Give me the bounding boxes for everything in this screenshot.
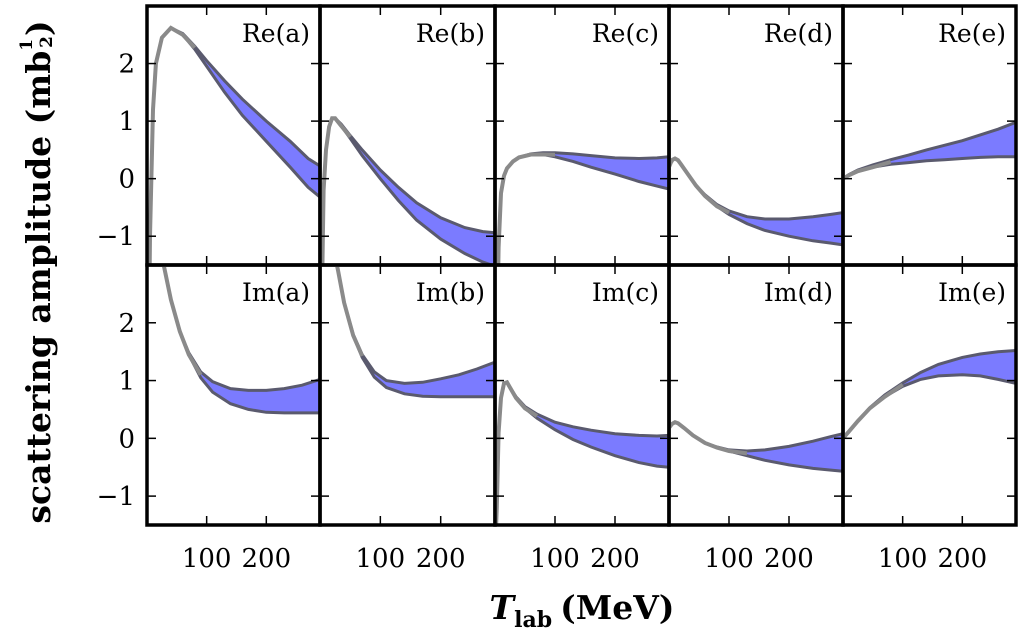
band-imb xyxy=(336,265,495,397)
ytick-label-row0-3: 2 xyxy=(118,50,135,80)
panel-reb: Re(b) xyxy=(318,4,497,267)
band-ime xyxy=(843,350,1016,439)
xtick-label-imb-200: 200 xyxy=(416,544,466,574)
panel-imb: Im(b) xyxy=(318,263,497,527)
xtick-label-ime-100: 100 xyxy=(878,544,928,574)
panel-label-reb: Re(b) xyxy=(416,19,485,48)
y-axis-title-main: scattering amplitude (mb xyxy=(19,51,58,524)
panel-label-ima: Im(a) xyxy=(242,278,310,307)
panel-ima: Im(a) xyxy=(145,263,322,527)
x-axis-title-unit: (MeV) xyxy=(560,588,674,627)
upper-bound-rec xyxy=(496,151,669,265)
svg-text:scattering amplitude (mb12): scattering amplitude (mb12) xyxy=(17,20,58,523)
band-red xyxy=(669,158,843,245)
central-curve-ima xyxy=(161,265,203,376)
x-axis-title: Tlab (MeV) xyxy=(490,588,675,631)
central-curve-ree xyxy=(843,160,892,181)
lower-bound-rec xyxy=(496,153,669,265)
panel-label-rea: Re(a) xyxy=(242,19,310,48)
upper-bound-imc xyxy=(495,380,669,525)
y-axis-title-exp-num: 1 xyxy=(17,39,37,51)
y-axis-title: scattering amplitude (mb12) xyxy=(17,20,58,523)
panel-label-ree: Re(e) xyxy=(938,19,1006,48)
central-curve-imd xyxy=(669,420,748,456)
panel-imd: Im(d) xyxy=(667,263,845,527)
central-curve-imc xyxy=(495,379,539,525)
band-ima xyxy=(163,265,320,413)
central-curve-ime xyxy=(843,382,904,440)
ytick-label-row1-2: 1 xyxy=(118,367,135,397)
central-curve-rea xyxy=(147,25,197,265)
y-tick-labels: −1 0 1 2 −1 0 1 2 xyxy=(97,50,135,513)
lower-bound-ima xyxy=(162,265,320,415)
central-curve-red xyxy=(669,156,730,215)
panel-label-ime: Im(e) xyxy=(938,278,1006,307)
xtick-label-ima-100: 100 xyxy=(182,544,232,574)
panel-label-imd: Im(d) xyxy=(764,278,833,307)
x-axis-title-sub: lab xyxy=(514,607,552,631)
central-curve-rec xyxy=(496,152,556,265)
panel-label-rec: Re(c) xyxy=(592,19,659,48)
ytick-label-row1-1: 0 xyxy=(118,424,135,454)
lower-bound-rea xyxy=(148,25,320,265)
panel-label-imc: Im(c) xyxy=(592,278,659,307)
xtick-label-imd-100: 100 xyxy=(704,544,754,574)
y-axis-title-close: ) xyxy=(19,20,58,36)
ytick-label-row0-0: −1 xyxy=(97,222,135,252)
upper-bound-red xyxy=(669,156,843,221)
band-imd xyxy=(669,422,843,472)
band-rec xyxy=(498,152,669,265)
lower-bound-imc xyxy=(495,380,669,525)
x-tick-labels: 100 200 100 200 100 200 100 200 100 200 xyxy=(182,544,987,574)
ytick-label-row0-1: 0 xyxy=(118,165,135,195)
upper-bound-imb xyxy=(335,265,495,385)
panel-label-red: Re(d) xyxy=(764,19,833,48)
frame-ime xyxy=(841,263,1018,527)
xtick-label-ime-200: 200 xyxy=(937,544,987,574)
band-imc xyxy=(496,382,669,525)
central-curve-imb xyxy=(334,265,365,357)
panel-grid: Re(a) Re(b) Re(c) Re(d) Re(e) Im(a) Im(b) Im(c)… xyxy=(145,4,1018,527)
xtick-label-ima-200: 200 xyxy=(241,544,291,574)
panel-ree: Re(e) xyxy=(841,4,1018,267)
panel-label-imb: Im(b) xyxy=(416,278,485,307)
xtick-label-imc-100: 100 xyxy=(530,544,580,574)
y-axis-title-exp-den: 2 xyxy=(37,36,57,48)
panel-red: Re(d) xyxy=(667,4,845,267)
x-axis-title-main: T xyxy=(490,588,517,627)
ytick-label-row1-3: 2 xyxy=(118,309,135,339)
central-curve-reb xyxy=(320,116,352,265)
ytick-label-row0-2: 1 xyxy=(118,107,135,137)
xtick-label-imc-200: 200 xyxy=(590,544,640,574)
xtick-label-imd-200: 200 xyxy=(764,544,814,574)
band-rea xyxy=(149,27,320,265)
xtick-label-imb-100: 100 xyxy=(356,544,406,574)
ytick-label-row1-0: −1 xyxy=(97,482,135,512)
panel-imc: Im(c) xyxy=(493,263,671,527)
panel-ime: Im(e) xyxy=(841,263,1018,527)
upper-bound-ima xyxy=(162,265,320,392)
